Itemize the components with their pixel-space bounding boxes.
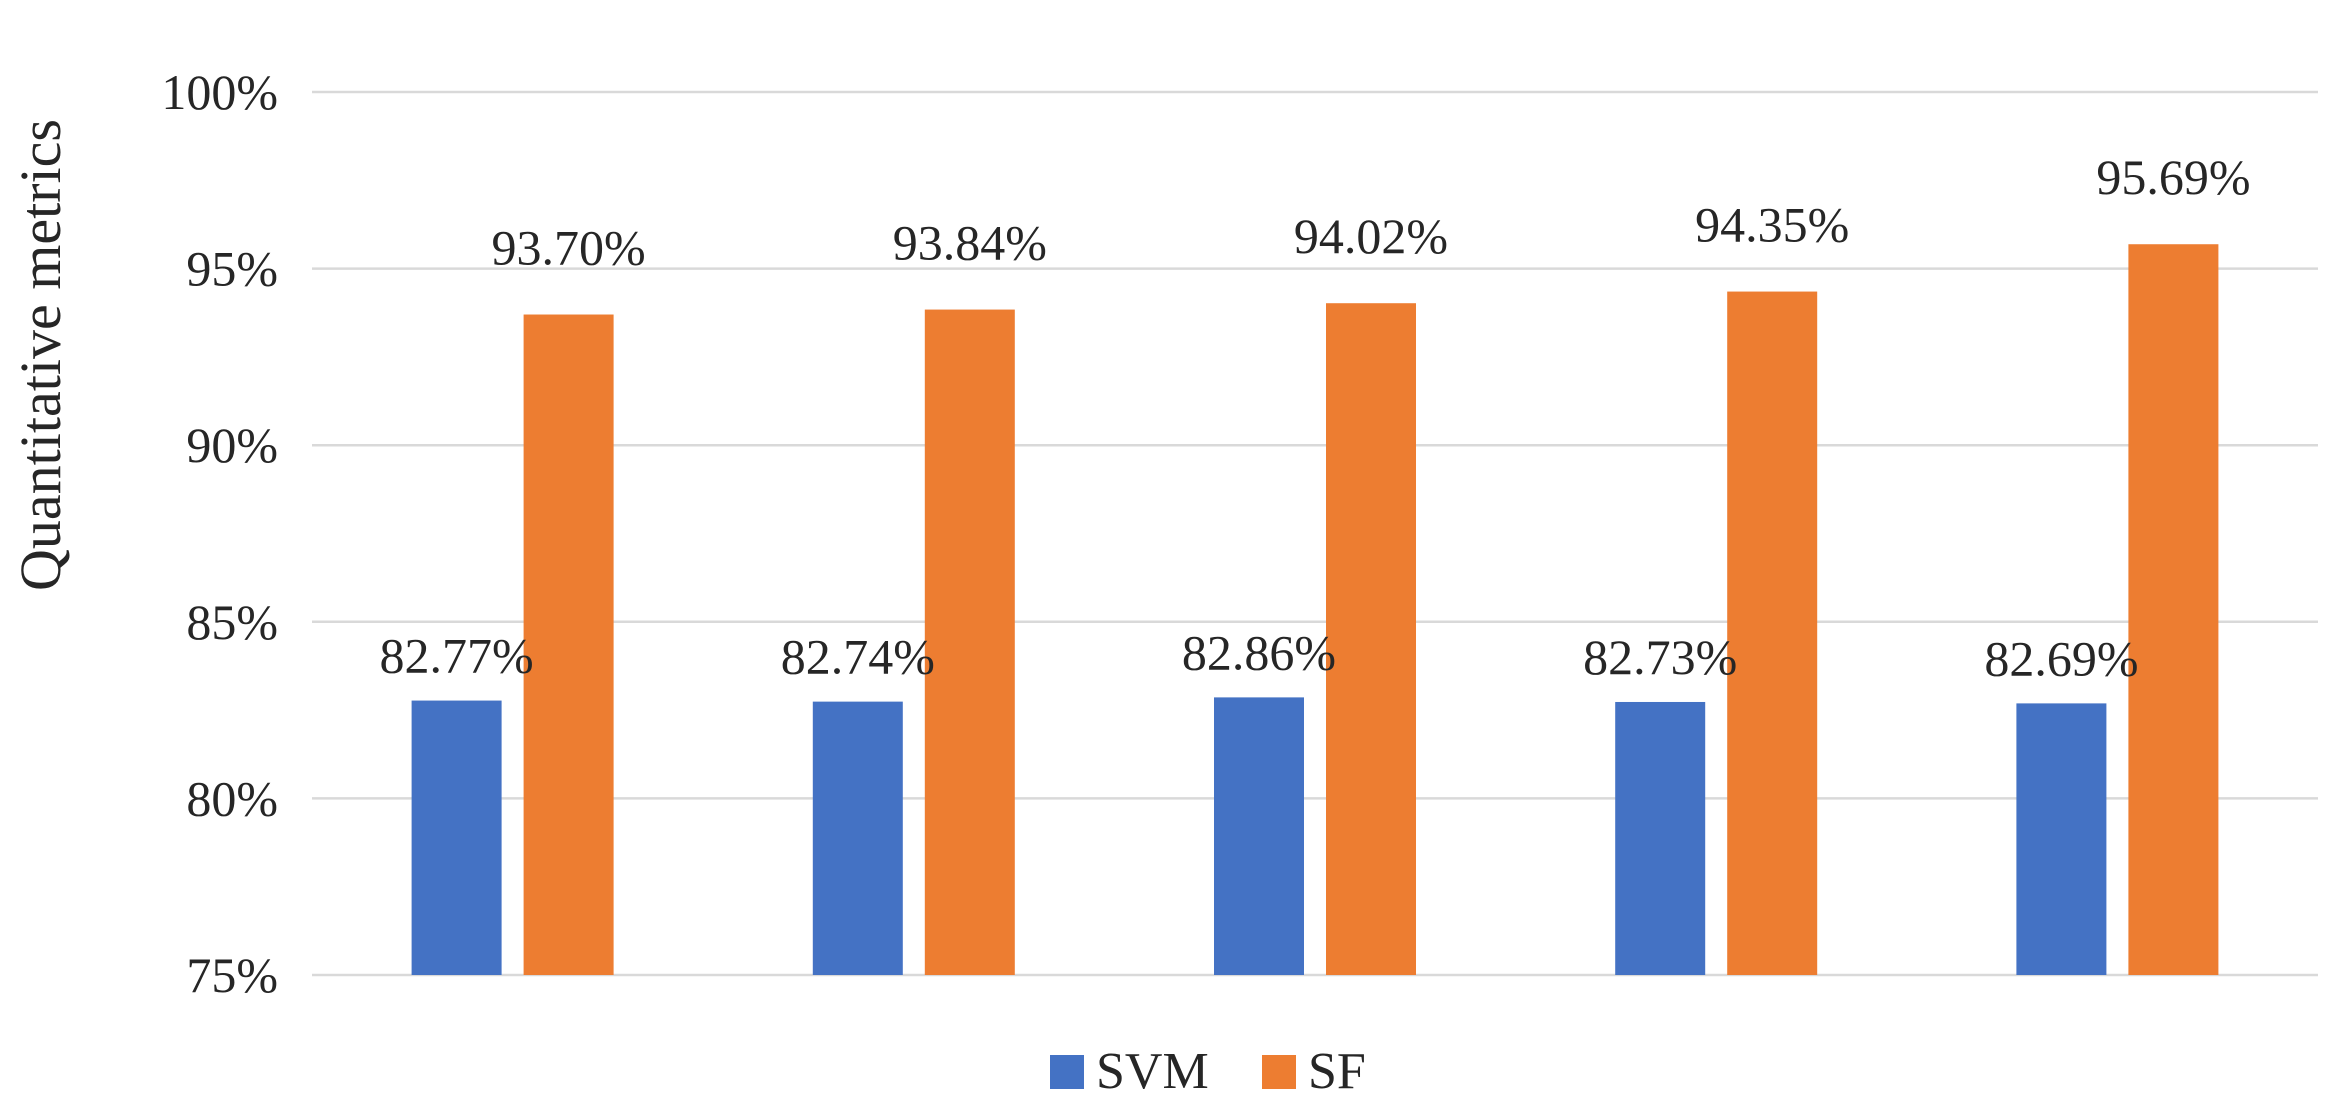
legend-label-sf: SF <box>1308 1043 1366 1100</box>
data-label-svm-4: 82.73% <box>1583 629 1737 685</box>
data-label-svm-2: 82.74% <box>781 629 935 685</box>
y-axis-label: Quantitative metrics <box>8 119 73 591</box>
data-label-sf-3: 94.02% <box>1294 208 1448 264</box>
y-tick-label: 85% <box>186 594 278 650</box>
data-label-sf-5: 95.69% <box>2096 149 2250 205</box>
bars <box>411 244 2219 976</box>
y-axis-ticks: 75% 80% 85% 90% 95% 100% <box>161 64 278 1003</box>
y-tick-label: 75% <box>186 947 278 1003</box>
y-tick-label: 95% <box>186 241 278 297</box>
data-label-svm-5: 82.69% <box>1984 630 2138 686</box>
bar-svm-5 <box>2016 703 2107 975</box>
legend-label-svm: SVM <box>1096 1043 1209 1100</box>
y-tick-label: 100% <box>161 64 278 120</box>
data-label-sf-2: 93.84% <box>893 215 1047 271</box>
bar-svm-2 <box>812 701 903 975</box>
bar-sf-5 <box>2128 244 2219 976</box>
legend: SVM SF <box>1050 1043 1366 1100</box>
bar-sf-1 <box>523 314 614 975</box>
bar-svm-1 <box>411 700 502 975</box>
data-label-svm-3: 82.86% <box>1182 624 1336 680</box>
bar-sf-2 <box>924 309 1015 976</box>
gridlines <box>312 90 2318 977</box>
bar-sf-3 <box>1326 303 1416 975</box>
bar-sf-4 <box>1727 291 1818 976</box>
data-label-sf-1: 93.70% <box>492 220 646 276</box>
bar-svm-3 <box>1214 697 1304 975</box>
legend-swatch-svm <box>1050 1055 1084 1089</box>
data-label-sf-4: 94.35% <box>1695 197 1849 253</box>
y-tick-label: 80% <box>186 770 278 826</box>
legend-swatch-sf <box>1262 1055 1296 1089</box>
data-label-svm-1: 82.77% <box>380 628 534 684</box>
data-labels: 82.77% 93.70% 82.74% 93.84% 82.86% 94.02% 82.7… <box>380 149 2251 686</box>
bar-svm-4 <box>1615 701 1706 975</box>
y-tick-label: 90% <box>186 417 278 473</box>
